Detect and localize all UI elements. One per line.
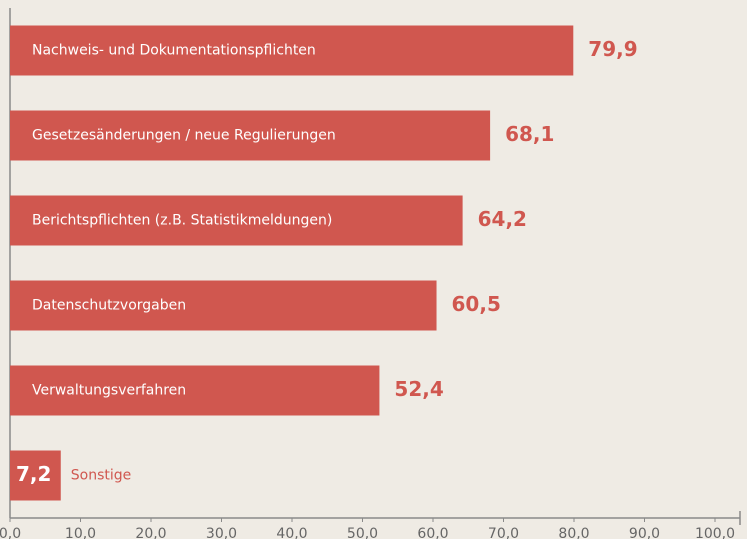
value-label: 64,2 xyxy=(478,207,527,231)
category-label: Gesetzesänderungen / neue Regulierungen xyxy=(32,128,336,144)
category-label: Berichtspflichten (z.B. Statistikmeldung… xyxy=(32,213,332,229)
value-label: 7,2 xyxy=(16,462,51,486)
category-label: Datenschutzvorgaben xyxy=(32,298,186,314)
x-tick-label: 10,0 xyxy=(65,526,96,539)
bar xyxy=(10,365,380,416)
value-label: 68,1 xyxy=(505,122,554,146)
x-tick-label: 80,0 xyxy=(558,526,589,539)
x-tick-label: 40,0 xyxy=(276,526,307,539)
value-label: 79,9 xyxy=(588,37,637,61)
x-tick-label: 100,0 xyxy=(695,526,735,539)
bar xyxy=(10,110,491,161)
bar xyxy=(10,280,437,331)
x-tick-label: 90,0 xyxy=(629,526,660,539)
bar xyxy=(10,450,61,501)
category-label: Nachweis- und Dokumentationspflichten xyxy=(32,43,316,59)
category-label: Sonstige xyxy=(71,468,132,484)
x-tick-label: 60,0 xyxy=(417,526,448,539)
x-tick-label: 70,0 xyxy=(488,526,519,539)
bar xyxy=(10,25,574,76)
x-tick-label: 50,0 xyxy=(347,526,378,539)
value-label: 52,4 xyxy=(394,377,443,401)
x-tick-label: 0,0 xyxy=(0,526,21,539)
value-label: 60,5 xyxy=(452,292,501,316)
bar xyxy=(10,195,463,246)
x-tick-label: 30,0 xyxy=(206,526,237,539)
category-label: Verwaltungsverfahren xyxy=(32,383,186,399)
x-tick-label: 20,0 xyxy=(135,526,166,539)
